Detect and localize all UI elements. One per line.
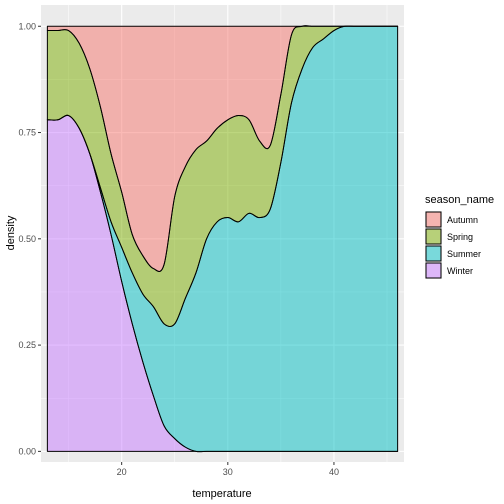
legend-key-winter [425, 262, 442, 279]
legend-key-summer [425, 245, 442, 262]
y-tick-label: 0.25 [18, 340, 36, 350]
y-tick-label: 0.00 [18, 446, 36, 456]
y-tick-label: 0.50 [18, 234, 36, 244]
legend-label-autumn: Autumn [447, 215, 478, 225]
x-axis-title: temperature [192, 488, 251, 500]
legend-label-winter: Winter [447, 266, 473, 276]
legend-key-autumn [425, 211, 442, 228]
legend: season_name Autumn Spring Summer Winter [425, 194, 494, 279]
legend-label-summer: Summer [447, 249, 481, 259]
x-tick-label: 40 [329, 467, 339, 477]
area-autumn [46, 25, 399, 272]
x-tick-label: 20 [117, 467, 127, 477]
density-areas [46, 25, 399, 453]
y-tick-label: 1.00 [18, 21, 36, 31]
legend-title: season_name [425, 194, 494, 206]
legend-key-spring [425, 228, 442, 245]
x-tick-label: 30 [223, 467, 233, 477]
y-tick-label: 0.75 [18, 128, 36, 138]
legend-label-spring: Spring [447, 232, 473, 242]
y-axis-title: density [5, 215, 17, 250]
x-axis: 20 30 40 [117, 462, 339, 477]
y-axis: 0.00 0.25 0.50 0.75 1.00 [18, 21, 41, 456]
